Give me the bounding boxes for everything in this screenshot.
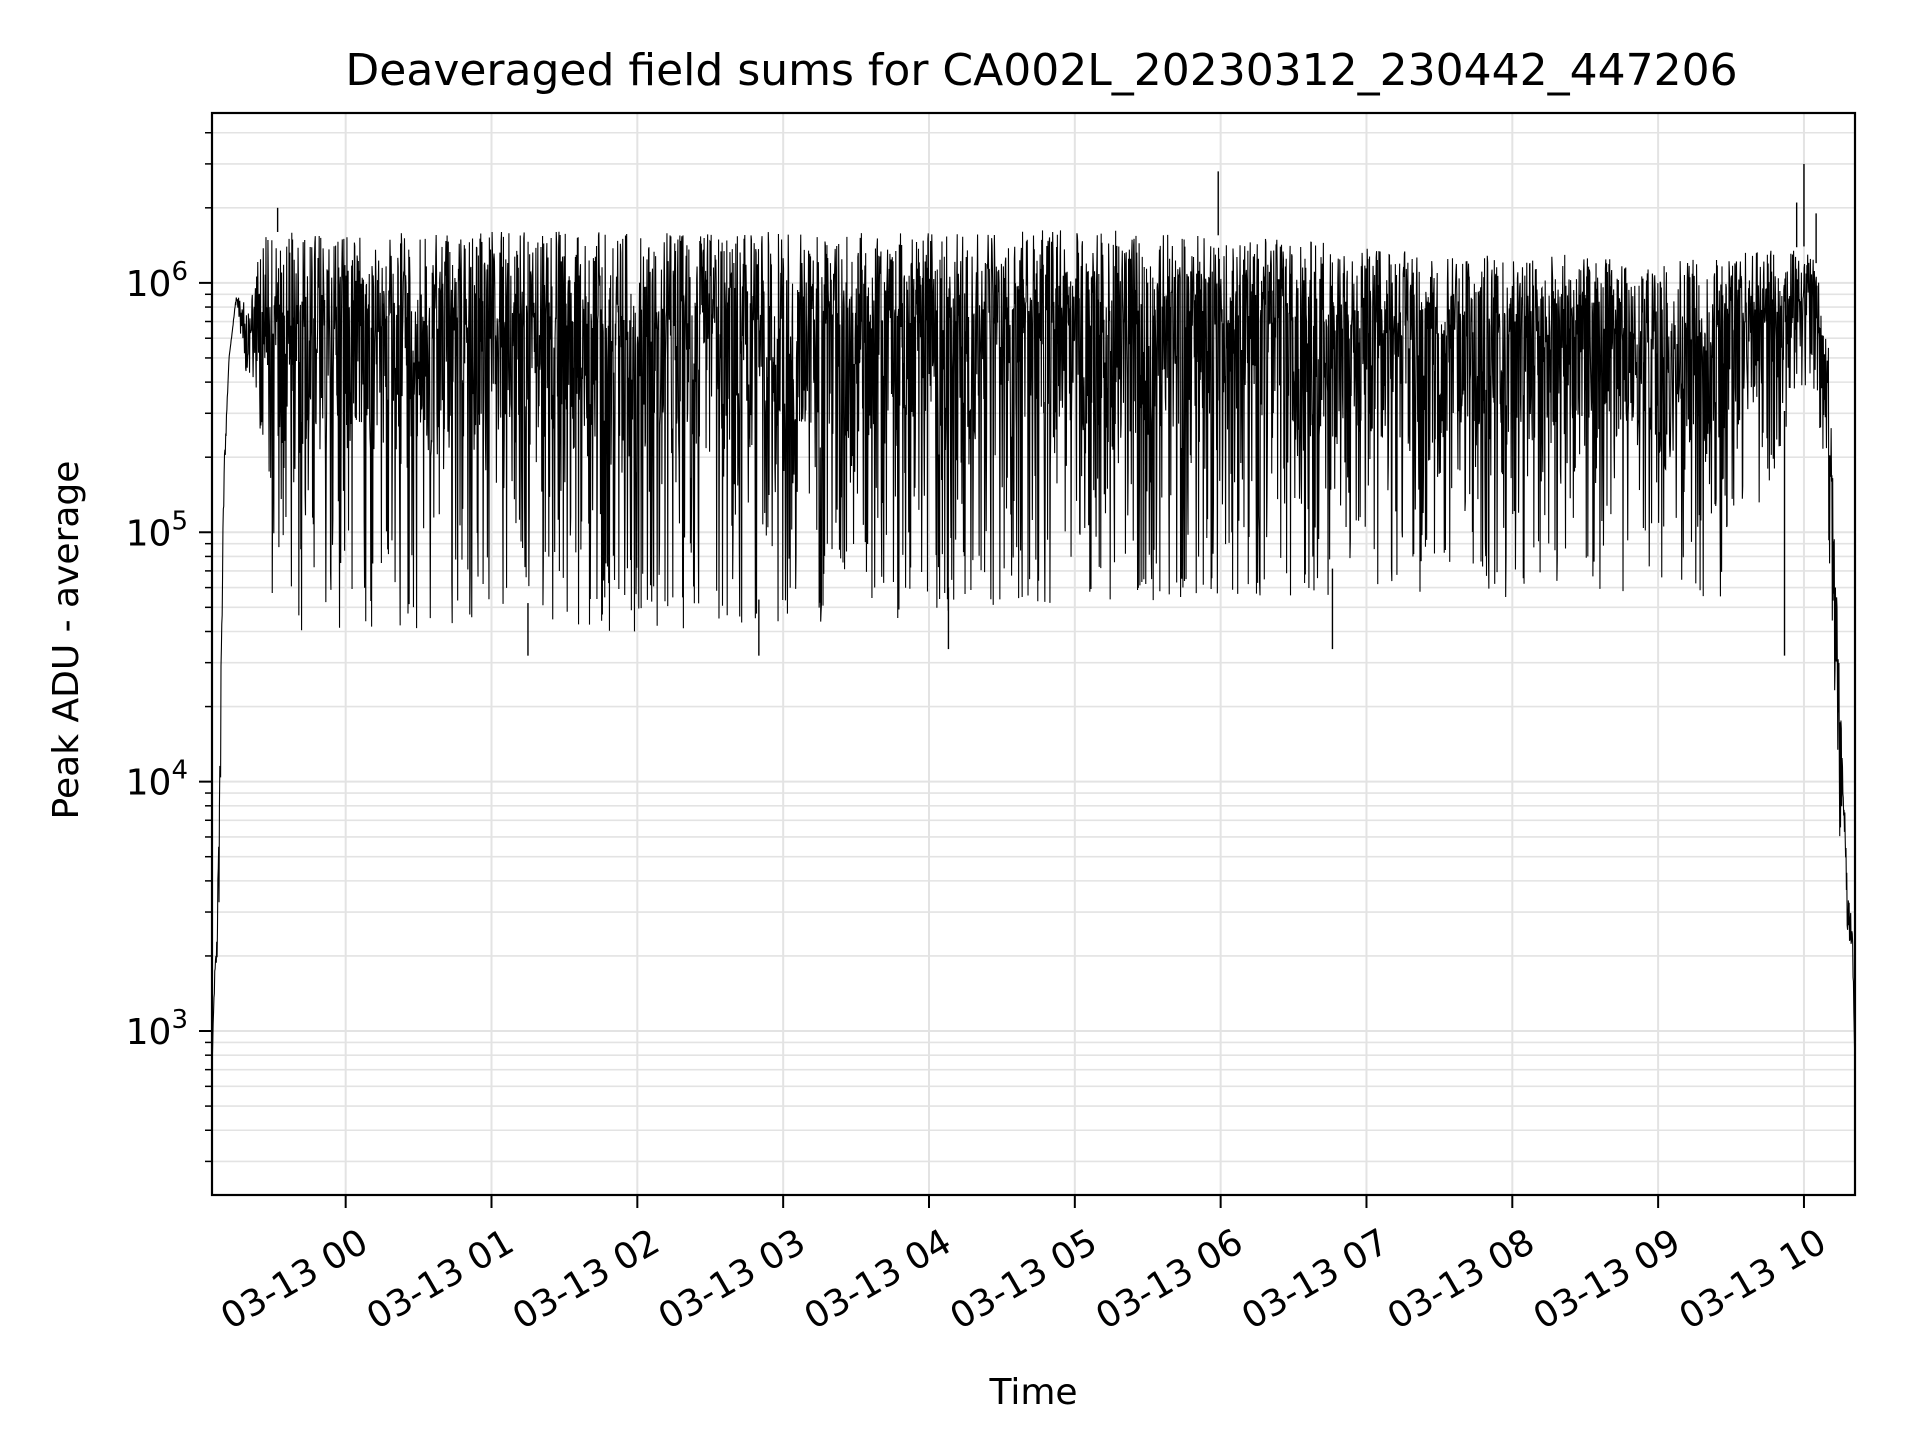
y-tick-label: 106 — [126, 257, 188, 305]
grid — [212, 113, 1855, 1195]
y-axis-title: Peak ADU - average — [46, 461, 87, 820]
x-axis-title: Time — [988, 1372, 1077, 1413]
y-axis: 103 104 105 106 — [126, 131, 212, 1163]
data-line — [211, 230, 1856, 1070]
chart-title: Deaveraged field sums for CA002L_2023031… — [345, 45, 1737, 96]
y-tick-label: 105 — [126, 506, 188, 554]
y-tick-label: 103 — [126, 1005, 188, 1053]
y-tick-label: 104 — [126, 756, 188, 804]
plot-frame — [210, 111, 1857, 1197]
plot-area — [211, 163, 1856, 1070]
